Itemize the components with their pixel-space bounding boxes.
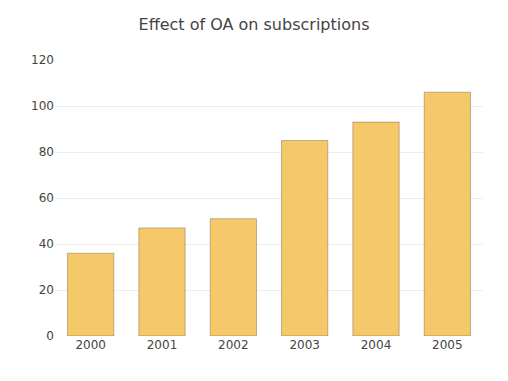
svg-text:60: 60: [39, 191, 54, 205]
svg-text:20: 20: [39, 283, 54, 297]
svg-text:Effect of OA on subscriptions: Effect of OA on subscriptions: [139, 15, 370, 34]
svg-text:80: 80: [39, 145, 54, 159]
svg-text:2000: 2000: [75, 338, 106, 352]
svg-text:0: 0: [46, 329, 54, 343]
svg-text:40: 40: [39, 237, 54, 251]
svg-text:2005: 2005: [432, 338, 463, 352]
svg-text:100: 100: [31, 99, 54, 113]
svg-text:2001: 2001: [147, 338, 178, 352]
svg-text:2004: 2004: [361, 338, 392, 352]
svg-text:2002: 2002: [218, 338, 249, 352]
svg-text:120: 120: [31, 53, 54, 67]
svg-text:2003: 2003: [289, 338, 320, 352]
